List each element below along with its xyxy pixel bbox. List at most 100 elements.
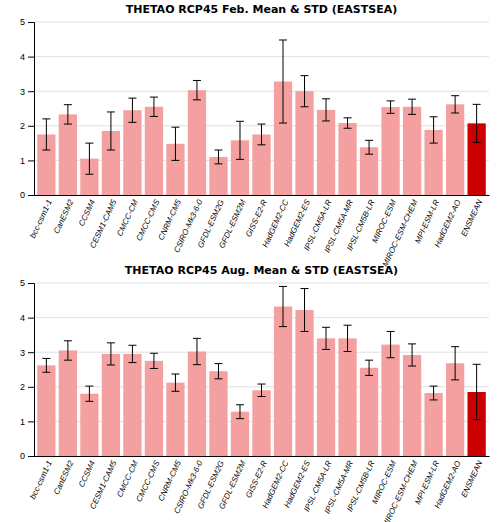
error-bar-stem <box>390 331 391 357</box>
bar <box>166 383 184 456</box>
bar <box>274 307 292 456</box>
error-bar-cap <box>408 99 416 100</box>
error-bar-stem <box>46 358 47 372</box>
error-bar <box>279 40 287 123</box>
error-bar-stem <box>132 345 133 362</box>
error-bar-cap <box>344 117 352 118</box>
tick-label: IPSL-CM5B-LR <box>345 459 377 513</box>
error-bar-stem <box>239 405 240 419</box>
error-bar <box>107 343 115 365</box>
error-bar-cap <box>322 349 330 350</box>
y-tick: 2 <box>20 382 34 392</box>
error-bar-cap <box>451 346 459 347</box>
plot-area <box>37 40 486 195</box>
bar <box>338 338 356 456</box>
error-bar-cap <box>150 368 158 369</box>
bar <box>295 91 313 195</box>
tick-mark <box>28 195 34 196</box>
x-tick: CESM1-CAM5 <box>88 198 119 250</box>
error-bar <box>128 98 136 122</box>
error-bar <box>344 325 352 351</box>
error-bar <box>473 104 481 142</box>
error-bar-cap <box>365 154 373 155</box>
axis-line <box>28 23 35 196</box>
error-bar-cap <box>258 396 266 397</box>
tick-label: 5 <box>20 17 25 27</box>
error-bar-cap <box>387 357 395 358</box>
x-tick: HadGEM2-AO <box>433 198 463 249</box>
error-bar-cap <box>451 112 459 113</box>
tick-mark <box>28 387 34 388</box>
error-bar-cap <box>344 351 352 352</box>
error-bar-cap <box>85 143 93 144</box>
error-bar <box>214 150 222 164</box>
tick-label: CMCC-CM <box>115 459 140 499</box>
error-bar-stem <box>347 325 348 351</box>
tick-label: 2 <box>20 121 25 131</box>
error-bar-stem <box>153 353 154 368</box>
error-bar-cap <box>279 39 287 40</box>
error-bar-cap <box>430 386 438 387</box>
error-bar-stem <box>283 40 284 123</box>
error-bar-stem <box>218 364 219 379</box>
error-bar-cap <box>128 122 136 123</box>
error-bar-cap <box>64 340 72 341</box>
bar <box>360 368 378 456</box>
error-bar-stem <box>433 386 434 400</box>
error-bar <box>365 360 373 375</box>
error-bar-stem <box>46 119 47 150</box>
error-bar-stem <box>218 150 219 164</box>
x-axis: bcc-csm1-1CanESM2CCSM4CESM1-CAM5CMCC-CMC… <box>28 196 489 269</box>
error-bar-cap <box>85 386 93 387</box>
error-bar-cap <box>258 124 266 125</box>
x-tick: CanESM2 <box>52 459 76 496</box>
error-bar-cap <box>214 150 222 151</box>
error-bar-cap <box>430 116 438 117</box>
x-tick: CCSM4 <box>77 459 97 489</box>
error-bar-cap <box>301 288 309 289</box>
error-bar <box>301 289 309 332</box>
axis-line <box>35 456 490 457</box>
error-bar <box>171 127 179 160</box>
x-tick: CMCC-CM <box>115 459 140 499</box>
error-bar-cap <box>322 120 330 121</box>
error-bar-cap <box>236 404 244 405</box>
error-bar-cap <box>473 142 481 143</box>
error-bar-cap <box>236 121 244 122</box>
grid-line <box>34 283 489 284</box>
tick-label: CESM1-CAM5 <box>88 198 119 250</box>
error-bar-cap <box>322 327 330 328</box>
error-bar <box>64 341 72 360</box>
y-axis: 012345 <box>20 278 35 461</box>
error-bar-cap <box>107 111 115 112</box>
error-bar-cap <box>150 97 158 98</box>
error-bar-stem <box>369 360 370 375</box>
error-bar-cap <box>473 419 481 420</box>
error-bar <box>344 118 352 128</box>
error-bar <box>322 327 330 349</box>
x-tick: GISS-E2-R <box>244 459 269 499</box>
bar <box>80 394 98 456</box>
error-bar-cap <box>214 363 222 364</box>
error-bar-cap <box>42 150 50 151</box>
error-bar <box>473 364 481 419</box>
error-bar-stem <box>261 124 262 145</box>
bar <box>360 147 378 195</box>
error-bar-stem <box>89 386 90 401</box>
error-bar-stem <box>283 286 284 326</box>
error-bar-cap <box>387 331 395 332</box>
bar <box>102 354 120 456</box>
error-bar-stem <box>455 96 456 113</box>
error-bar-cap <box>344 325 352 326</box>
tick-label: CCSM4 <box>77 459 97 489</box>
error-bar <box>42 119 50 150</box>
error-bar-cap <box>42 358 50 359</box>
bar <box>403 355 421 456</box>
error-bar-stem <box>412 344 413 366</box>
error-bar <box>193 338 201 364</box>
y-tick: 5 <box>20 278 34 288</box>
error-bar-stem <box>175 374 176 391</box>
error-bar <box>128 345 136 362</box>
error-bar <box>150 353 158 368</box>
error-bar-stem <box>369 140 370 154</box>
